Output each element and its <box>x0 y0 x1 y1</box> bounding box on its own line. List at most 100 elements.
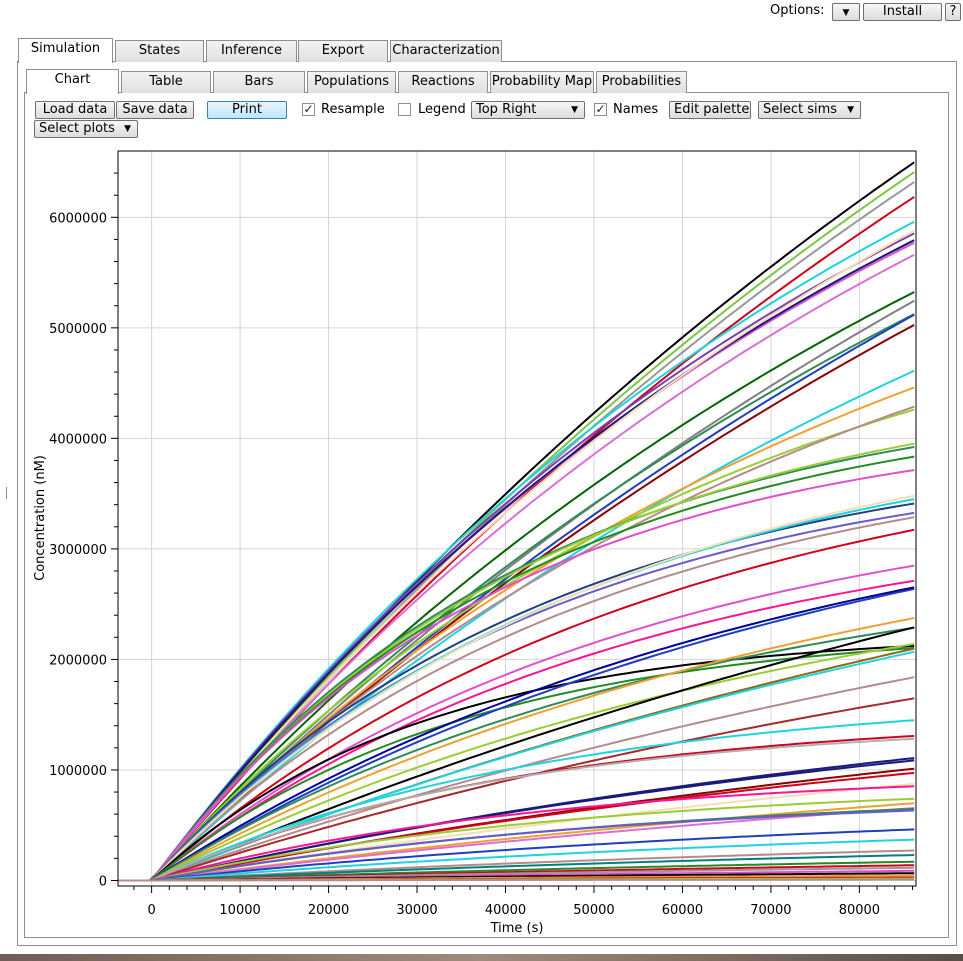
chevron-down-icon: ▼ <box>842 8 850 18</box>
y-tick-label: 3000000 <box>49 543 107 558</box>
tab-label: Reactions <box>411 74 475 89</box>
y-tick-label: 1000000 <box>49 764 107 779</box>
resample-checkbox[interactable]: ✓ <box>302 103 315 116</box>
install-button[interactable]: Install <box>863 3 942 21</box>
tab-label: Inference <box>220 43 283 58</box>
series-line <box>118 785 915 882</box>
tab-label: States <box>138 43 181 58</box>
series-line <box>118 854 915 882</box>
tab-bars[interactable]: Bars <box>213 71 305 93</box>
options-dropdown-button[interactable]: ▼ <box>832 3 860 21</box>
load-data-button[interactable]: Load data <box>35 101 115 119</box>
print-button[interactable]: Print <box>207 101 287 119</box>
series-line <box>118 502 915 882</box>
names-label: Names <box>613 102 659 117</box>
tab-simulation[interactable]: Simulation <box>18 38 113 63</box>
series-line <box>118 646 915 882</box>
chevron-down-icon: ▼ <box>571 105 578 115</box>
x-tick-label: 60000 <box>662 903 703 918</box>
tab-label: Simulation <box>30 41 101 56</box>
tab-label: Probabilities <box>601 74 682 89</box>
window-bottom-edge <box>0 954 963 961</box>
x-tick-label: 20000 <box>308 903 349 918</box>
x-tick-label: 0 <box>147 903 155 918</box>
y-tick-label: 2000000 <box>49 653 107 668</box>
y-tick-label: 6000000 <box>49 211 107 226</box>
tab-table[interactable]: Table <box>121 71 211 93</box>
plot-frame <box>117 150 917 887</box>
tab-probability-map[interactable]: Probability Map <box>490 71 594 93</box>
series-line <box>118 797 915 882</box>
x-tick-label: 50000 <box>573 903 614 918</box>
tab-chart[interactable]: Chart <box>26 69 119 94</box>
edit-palette-button[interactable]: Edit palette <box>669 101 751 119</box>
tab-export[interactable]: Export <box>298 40 388 62</box>
series-line <box>118 511 915 882</box>
series-line <box>118 239 915 882</box>
series-line <box>118 838 915 882</box>
select-plots-label: Select plots <box>39 121 115 136</box>
tab-states[interactable]: States <box>115 40 204 62</box>
options-label: Options: <box>770 3 825 18</box>
y-tick-label: 4000000 <box>49 432 107 447</box>
series-line <box>118 644 915 882</box>
series-line <box>118 807 915 882</box>
tab-label: Chart <box>54 72 91 87</box>
tab-label: Populations <box>313 74 390 89</box>
tab-label: Table <box>149 74 183 89</box>
tab-label: Export <box>321 43 365 58</box>
resample-label: Resample <box>321 102 385 117</box>
series-line <box>118 771 915 882</box>
y-axis-label: Concentration (nM) <box>33 455 48 581</box>
series-line <box>118 878 915 882</box>
series-line <box>118 626 915 882</box>
series-line <box>118 528 915 882</box>
series-line <box>118 809 915 882</box>
legend-checkbox[interactable] <box>398 103 411 116</box>
save-data-button[interactable]: Save data <box>116 101 194 119</box>
series-line <box>118 446 915 882</box>
series-line <box>118 386 915 882</box>
x-tick-label: 30000 <box>396 903 437 918</box>
names-checkbox[interactable]: ✓ <box>594 103 607 116</box>
legend-position-select[interactable]: Top Right ▼ <box>471 101 585 119</box>
series-line <box>118 719 915 882</box>
select-sims-label: Select sims <box>763 102 838 117</box>
tab-probabilities[interactable]: Probabilities <box>596 71 687 93</box>
chevron-down-icon: ▼ <box>124 124 131 134</box>
tab-reactions[interactable]: Reactions <box>398 71 488 93</box>
tab-characterization[interactable]: Characterization <box>390 40 502 62</box>
select-plots-button[interactable]: Select plots ▼ <box>34 120 138 138</box>
checkmark-icon: ✓ <box>595 102 606 116</box>
checkmark-icon: ✓ <box>303 102 314 116</box>
tab-inference[interactable]: Inference <box>206 40 297 62</box>
series-line <box>118 642 915 882</box>
tab-populations[interactable]: Populations <box>307 71 396 93</box>
series-line <box>118 291 915 882</box>
splitter-handle[interactable] <box>6 487 7 499</box>
chevron-down-icon: ▼ <box>847 105 854 115</box>
series-line <box>118 494 915 882</box>
series-line <box>118 737 915 882</box>
x-tick-label: 80000 <box>839 903 880 918</box>
tab-label: Probability Map <box>491 74 593 89</box>
legend-label: Legend <box>418 102 466 117</box>
series-line <box>118 161 915 882</box>
help-button[interactable]: ? <box>945 3 961 21</box>
legend-position-value: Top Right <box>476 102 537 117</box>
x-axis-label: Time (s) <box>490 921 544 936</box>
tab-label: Characterization <box>392 43 500 58</box>
series-line <box>118 617 915 882</box>
series-line <box>118 564 915 882</box>
y-tick-label: 0 <box>99 874 107 889</box>
series-line <box>118 586 915 882</box>
x-tick-label: 70000 <box>750 903 791 918</box>
y-tick-label: 5000000 <box>49 322 107 337</box>
series-line <box>118 757 915 882</box>
x-tick-label: 10000 <box>219 903 260 918</box>
select-sims-button[interactable]: Select sims ▼ <box>758 101 861 119</box>
x-tick-label: 40000 <box>485 903 526 918</box>
series-line <box>118 253 915 882</box>
tab-label: Bars <box>244 74 274 89</box>
